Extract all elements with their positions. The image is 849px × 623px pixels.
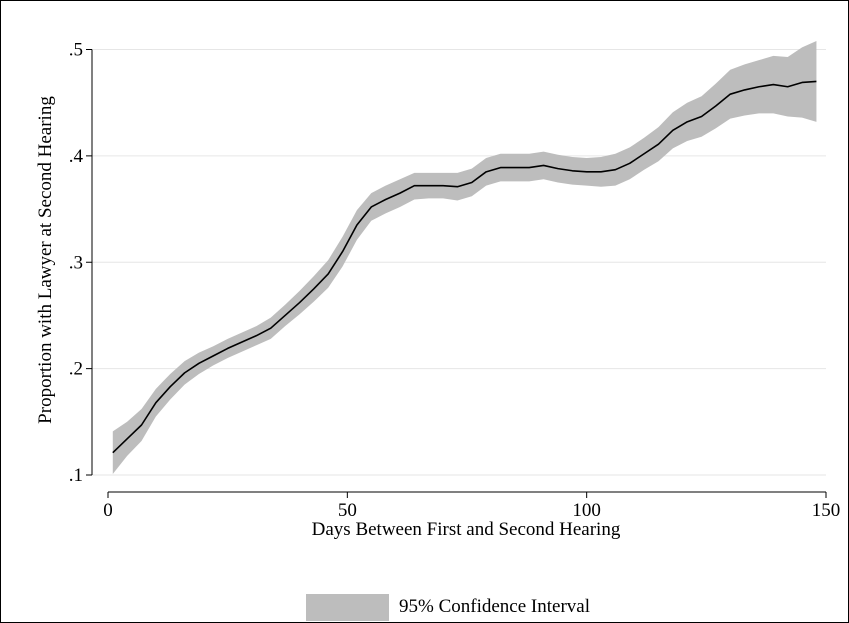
x-tick-label: 50 xyxy=(338,500,357,521)
x-axis-title: Days Between First and Second Hearing xyxy=(312,519,621,540)
x-tick-label: 150 xyxy=(812,500,841,521)
y-tick-label: .1 xyxy=(69,465,83,486)
y-tick-label: .2 xyxy=(69,359,83,380)
ticks-layer: .1 .2 .3 .4 .5 0 50 100 150 xyxy=(69,40,841,522)
estimate-line xyxy=(112,80,817,454)
y-tick-label: .5 xyxy=(69,40,83,61)
y-axis-title: Proportion with Lawyer at Second Hearing xyxy=(35,96,56,424)
confidence-band xyxy=(112,40,817,474)
y-tick-label: .4 xyxy=(69,146,84,167)
legend-swatch xyxy=(306,594,389,621)
y-tick-label: .3 xyxy=(69,252,83,273)
x-tick-label: 0 xyxy=(103,500,113,521)
plot-layer xyxy=(112,40,817,474)
legend: 95% Confidence Interval xyxy=(306,594,590,621)
legend-label: 95% Confidence Interval xyxy=(399,596,590,617)
grid-layer xyxy=(92,49,826,476)
x-tick-label: 100 xyxy=(572,500,601,521)
